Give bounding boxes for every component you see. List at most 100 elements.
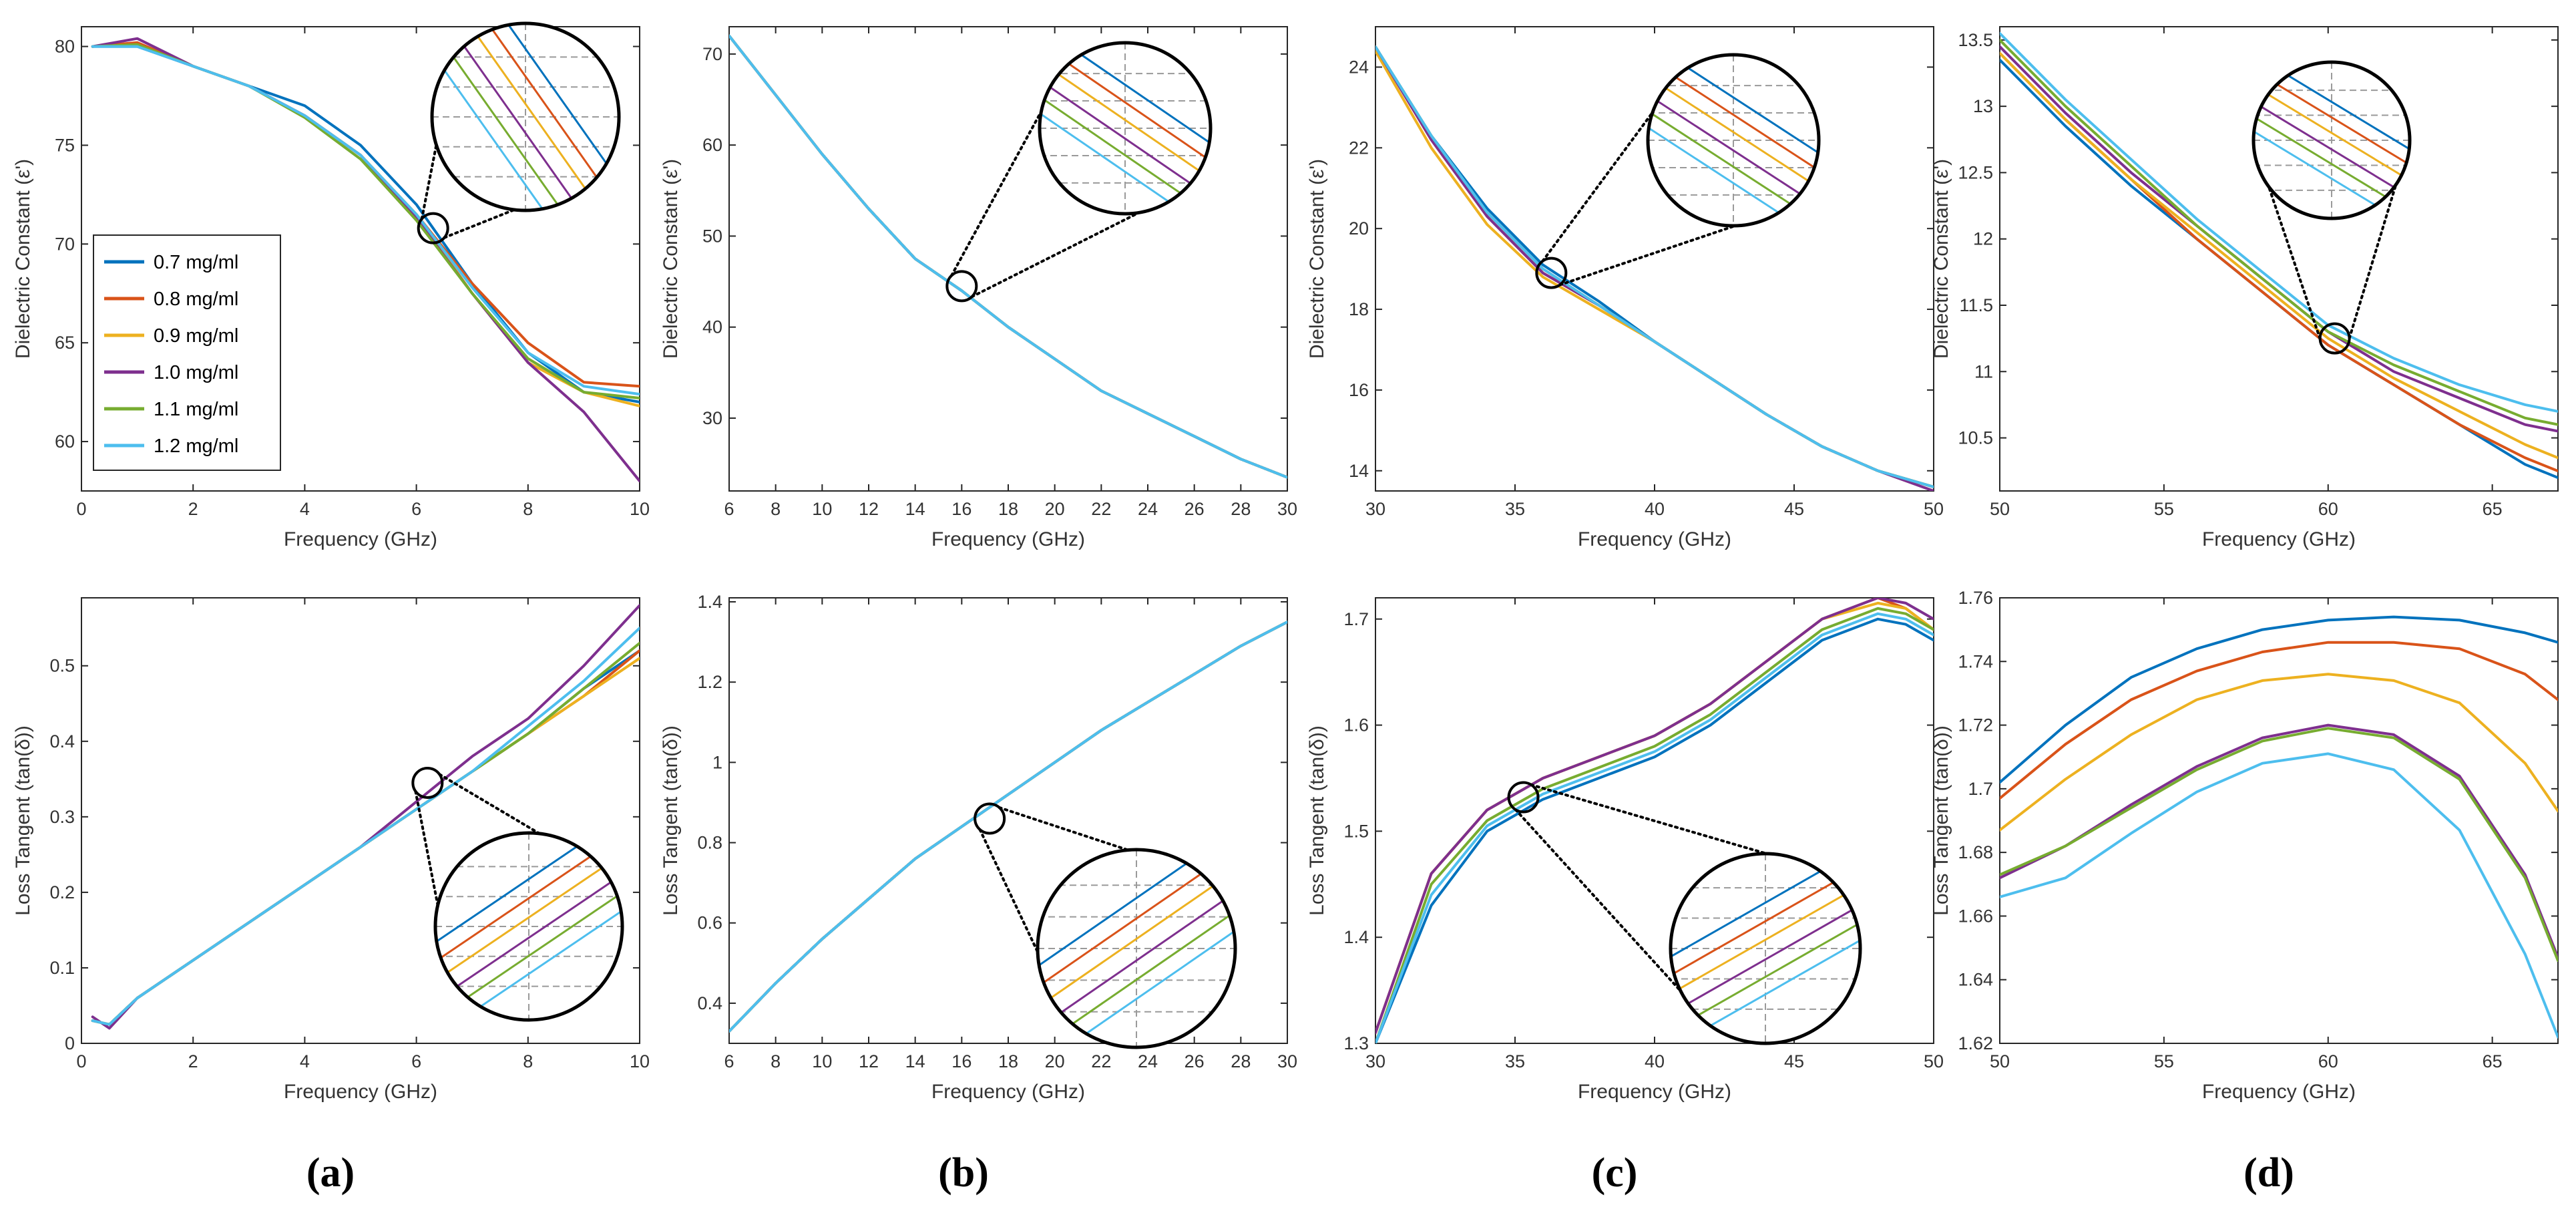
x-axis-label: Frequency (GHz) xyxy=(1578,528,1731,550)
x-tick-label: 10 xyxy=(630,1051,650,1071)
magnified-series-2 xyxy=(1044,47,1211,174)
y-tick-label: 50 xyxy=(702,226,722,246)
y-tick-label: 0.2 xyxy=(49,882,75,902)
series-group xyxy=(1375,45,1934,491)
panel-label: (c) xyxy=(1592,1150,1638,1196)
magnifier-content xyxy=(1671,854,1860,1043)
x-tick-label: 6 xyxy=(724,1051,734,1071)
x-tick-label: 4 xyxy=(300,499,310,519)
x-tick-label: 20 xyxy=(1045,1051,1065,1071)
x-axis-label: Frequency (GHz) xyxy=(2202,528,2356,550)
magnified-series-6 xyxy=(2253,114,2402,218)
magnified-series-4 xyxy=(1671,894,1860,1019)
x-tick-label: 60 xyxy=(2318,1051,2338,1071)
x-tick-label: 2 xyxy=(188,499,198,519)
y-tick-label: 1.4 xyxy=(1343,927,1369,947)
x-axis-label: Frequency (GHz) xyxy=(1578,1081,1731,1103)
x-tick-label: 12 xyxy=(859,499,879,519)
y-tick-label: 22 xyxy=(1349,138,1369,158)
y-tick-label: 30 xyxy=(702,408,722,428)
magnified-series-6 xyxy=(449,890,622,1020)
series-group xyxy=(729,621,1287,1033)
y-tick-label: 13.5 xyxy=(1958,30,1993,50)
zoom-connector xyxy=(978,828,1072,1024)
x-tick-label: 6 xyxy=(411,499,421,519)
zoom-marker xyxy=(945,270,978,303)
x-tick-label: 40 xyxy=(1645,499,1665,519)
zoom-marker xyxy=(974,802,1006,835)
series-line-4 xyxy=(1375,598,1934,1035)
y-tick-label: 1.76 xyxy=(1958,588,1993,608)
x-tick-label: 2 xyxy=(188,1051,198,1071)
magnified-series-5 xyxy=(1044,896,1235,1044)
y-tick-label: 75 xyxy=(55,135,75,155)
x-tick-label: 65 xyxy=(2483,1051,2503,1071)
y-tick-label: 1.2 xyxy=(697,672,722,692)
series-group xyxy=(2000,31,2558,480)
magnifier-ring xyxy=(1038,41,1213,216)
y-tick-label: 60 xyxy=(55,432,75,452)
y-tick-label: 65 xyxy=(55,333,75,353)
magnified-series-5 xyxy=(1648,97,1815,220)
y-tick-label: 12.5 xyxy=(1958,162,1993,182)
y-tick-label: 1.68 xyxy=(1958,842,1993,862)
y-tick-label: 12 xyxy=(1973,229,1993,249)
x-tick-label: 26 xyxy=(1185,499,1205,519)
legend-box xyxy=(93,234,281,471)
zoom-connector xyxy=(1558,208,1785,287)
x-tick-label: 22 xyxy=(1091,499,1111,519)
series-group xyxy=(91,37,640,483)
magnified-series-1 xyxy=(435,833,608,963)
y-tick-label: 0.8 xyxy=(697,833,722,853)
series-line-5 xyxy=(2000,38,2558,426)
series-line-6 xyxy=(729,621,1287,1033)
magnifier-ring xyxy=(1036,848,1237,1049)
plot-frame xyxy=(1375,26,1934,492)
x-tick-label: 50 xyxy=(1990,1051,2010,1071)
magnifier-ring xyxy=(430,21,621,212)
y-tick-label: 13 xyxy=(1973,96,1993,116)
zoom-connector xyxy=(438,773,607,874)
magnified-series-3 xyxy=(1038,868,1235,1016)
chart-d_bot: 50 55 60 65 1.62 1.64 1.66 1.68 1.7 1.72 1.74 1.76 F… xyxy=(1930,588,2559,1103)
y-tick-label: 1.62 xyxy=(1958,1033,1993,1053)
panel-label: (b) xyxy=(938,1150,989,1196)
magnifier-content xyxy=(1648,55,1819,226)
y-tick-label: 1.64 xyxy=(1958,970,1993,990)
y-tick-label: 16 xyxy=(1349,380,1369,400)
magnified-series-1 xyxy=(1671,854,1854,976)
magnifier-ring xyxy=(2251,60,2412,220)
x-axis-label: Frequency (GHz) xyxy=(284,1081,437,1103)
y-tick-label: 20 xyxy=(1349,218,1369,238)
legend-entry: 0.7 mg/ml xyxy=(154,252,238,273)
magnified-series-3 xyxy=(1040,59,1211,186)
magnifier-content xyxy=(1038,850,1235,1047)
magnified-series-3 xyxy=(435,851,622,989)
zoom-marker xyxy=(411,766,444,799)
magnified-series-2 xyxy=(2254,69,2410,178)
x-tick-label: 30 xyxy=(1365,499,1385,519)
series-group xyxy=(2000,615,2558,1039)
y-tick-label: 0.3 xyxy=(49,807,75,827)
x-tick-label: 40 xyxy=(1645,1051,1665,1071)
zoom-marker xyxy=(1507,781,1540,814)
x-tick-label: 22 xyxy=(1091,1051,1111,1071)
y-tick-label: 1 xyxy=(712,752,722,772)
x-tick-label: 35 xyxy=(1505,1051,1525,1071)
magnifier-bg xyxy=(435,833,622,1020)
x-tick-label: 35 xyxy=(1505,499,1525,519)
magnified-series-1 xyxy=(2261,62,2410,166)
x-tick-label: 8 xyxy=(771,1051,781,1071)
series-line-1 xyxy=(2000,615,2558,784)
magnified-series-1 xyxy=(1659,55,1819,172)
x-tick-label: 10 xyxy=(812,1051,832,1071)
x-axis-label: Frequency (GHz) xyxy=(931,528,1085,550)
x-tick-label: 10 xyxy=(630,499,650,519)
chart-a_bot: 0 2 4 6 8 10 0 0.1 0.2 0.3 0.4 0.5 Frequency (GHz) Lo… xyxy=(12,597,650,1103)
series-group xyxy=(1375,598,1934,1043)
magnified-series-1 xyxy=(1038,850,1219,989)
magnifier-ring xyxy=(1669,852,1862,1045)
x-tick-label: 4 xyxy=(300,1051,310,1071)
x-tick-label: 55 xyxy=(2154,1051,2174,1071)
